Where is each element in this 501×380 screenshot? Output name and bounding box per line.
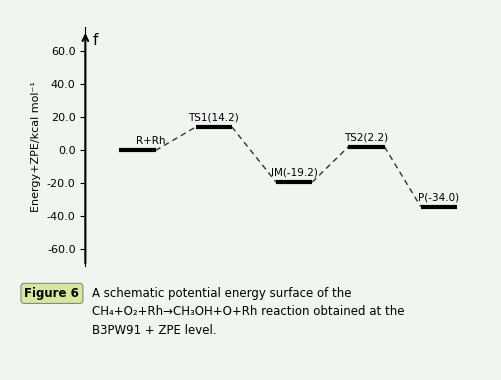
Text: P(-34.0): P(-34.0) bbox=[417, 192, 458, 203]
Text: IM(-19.2): IM(-19.2) bbox=[270, 168, 317, 178]
Text: TS1(14.2): TS1(14.2) bbox=[188, 113, 239, 123]
Text: TS2(2.2): TS2(2.2) bbox=[344, 133, 388, 142]
Text: f: f bbox=[92, 33, 98, 48]
Text: A schematic potential energy surface of the
CH₄+O₂+Rh→CH₃OH+O+Rh reaction obtain: A schematic potential energy surface of … bbox=[92, 287, 404, 337]
Text: Figure 6: Figure 6 bbox=[25, 287, 79, 300]
Text: R+Rh: R+Rh bbox=[135, 136, 165, 146]
Y-axis label: Energy+ZPE/kcal mol⁻¹: Energy+ZPE/kcal mol⁻¹ bbox=[31, 81, 41, 212]
